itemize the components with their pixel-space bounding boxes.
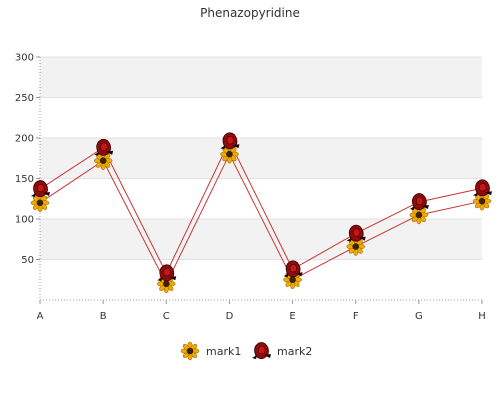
grid-band: [40, 219, 482, 260]
y-axis-ticks: 50 100 150 200 250 300: [15, 53, 40, 266]
data-point-mark2-G[interactable]: [409, 193, 430, 211]
series-lines: [39, 140, 483, 285]
legend-label-mark1: mark1: [206, 345, 241, 358]
chart-title: Phenazopyridine: [200, 6, 300, 20]
y-tick-label: 250: [15, 93, 34, 104]
x-tick-label: A: [37, 311, 44, 322]
legend-label-mark2: mark2: [277, 345, 312, 358]
y-tick-label: 200: [15, 134, 34, 145]
legend: mark1 mark2: [180, 341, 312, 361]
data-point-mark2-D[interactable]: [219, 132, 240, 150]
data-point-mark2-C[interactable]: [156, 264, 177, 282]
x-axis-ticks: A B C D E F G H: [37, 300, 486, 322]
legend-item-mark1[interactable]: mark1: [180, 341, 241, 361]
y-tick-label: 50: [21, 255, 34, 266]
y-tick-label: 100: [15, 215, 34, 226]
series-line-mark1: [39, 153, 483, 285]
y-tick-label: 150: [15, 174, 34, 185]
x-tick-label: E: [289, 311, 295, 322]
series-line-mark2: [39, 140, 483, 275]
data-point-mark2-E[interactable]: [283, 260, 304, 278]
x-tick-label: F: [353, 311, 359, 322]
legend-item-mark2[interactable]: mark2: [251, 342, 312, 360]
grid-bands: [40, 57, 482, 260]
rose-icon: [251, 342, 272, 360]
x-tick-label: D: [226, 311, 234, 322]
x-tick-label: B: [100, 311, 107, 322]
grid-band: [40, 138, 482, 179]
gridlines: [40, 56, 482, 260]
sunflower-icon: [180, 341, 200, 361]
grid-band: [40, 57, 482, 98]
x-tick-label: C: [163, 311, 170, 322]
data-point-mark2-H[interactable]: [472, 179, 493, 197]
y-tick-label: 300: [15, 53, 34, 64]
x-tick-label: G: [415, 311, 423, 322]
x-tick-label: H: [478, 311, 486, 322]
